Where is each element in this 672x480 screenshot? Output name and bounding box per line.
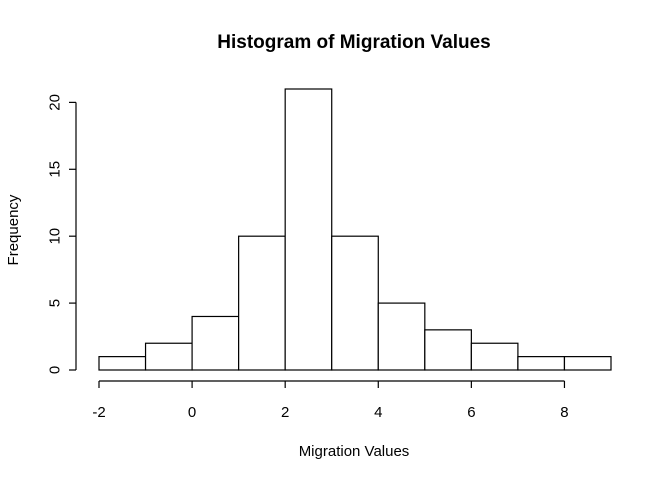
bars-group [98, 88, 612, 371]
histogram-bar [377, 302, 426, 371]
histogram-bar [284, 88, 333, 371]
x-axis-label: Migration Values [299, 443, 410, 460]
histogram-bar [517, 356, 566, 371]
x-tick-label: -2 [92, 404, 105, 421]
histogram-bar [191, 315, 240, 371]
y-tick-label: 0 [47, 366, 64, 374]
chart-title: Histogram of Migration Values [217, 32, 490, 53]
y-tick-label: 5 [47, 299, 64, 307]
histogram-bar [98, 356, 147, 371]
y-tick-label: 15 [47, 161, 64, 178]
x-tick-label: 2 [281, 404, 289, 421]
y-axis: 0 5 10 15 20 [47, 94, 77, 374]
y-tick-label: 20 [47, 94, 64, 111]
x-tick-label: 0 [188, 404, 196, 421]
histogram-bar [144, 342, 193, 371]
histogram-bar [470, 342, 519, 371]
x-axis: -2 0 2 4 6 8 [92, 380, 569, 421]
y-axis-label: Frequency [5, 194, 22, 265]
x-tick-label: 4 [374, 404, 382, 421]
x-tick-label: 8 [560, 404, 568, 421]
histogram-bar [424, 329, 472, 371]
histogram-bar [331, 235, 379, 371]
histogram-bar [238, 235, 286, 371]
y-tick-label: 10 [47, 228, 64, 245]
histogram-bar [563, 356, 612, 371]
x-tick-label: 6 [467, 404, 475, 421]
